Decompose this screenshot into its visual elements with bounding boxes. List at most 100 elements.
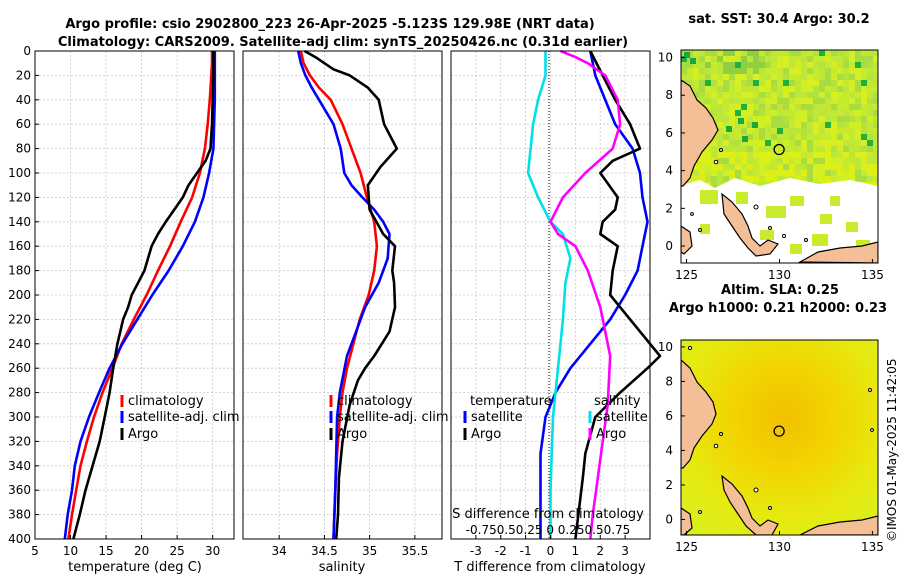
- sst-cell: [759, 104, 765, 110]
- sst-cell: [783, 122, 789, 128]
- sst-cell: [723, 68, 729, 74]
- sst-cell: [747, 62, 753, 68]
- sst-cell: [873, 116, 878, 122]
- sst-cell: [783, 50, 789, 56]
- sst-cell: [723, 158, 729, 164]
- sst-cell: [849, 134, 855, 140]
- difference-series-salinity-satellite: [526, 51, 572, 539]
- depth-tick-label: 80: [16, 142, 31, 156]
- sst-cell: [812, 234, 828, 246]
- sst-cell: [759, 92, 765, 98]
- sst-cell: [861, 92, 867, 98]
- depth-tick-label: 360: [8, 483, 31, 497]
- sst-cell: [735, 164, 741, 170]
- difference-legend-t-argo: Argo: [471, 427, 501, 442]
- depth-tick-label: 100: [8, 166, 31, 180]
- sst-cell: [777, 134, 783, 140]
- sst-cell: [777, 116, 783, 122]
- sst-cell: [831, 122, 837, 128]
- sst-cell: [759, 98, 765, 104]
- sst-cell: [729, 176, 735, 182]
- sst-cell: [801, 152, 807, 158]
- sst-cell: [711, 182, 717, 188]
- difference-panel: -3 -2 -1 0 1 2 3 T difference from climatology…: [450, 49, 662, 575]
- sst-cell: [771, 176, 777, 182]
- sst-cell: [873, 176, 878, 182]
- sst-map-panel: sat. SST: 30.4 Argo: 30.2: [658, 12, 884, 282]
- sst-cell: [801, 170, 807, 176]
- sst-map-title: sat. SST: 30.4 Argo: 30.2: [688, 12, 869, 27]
- sst-cell: [700, 224, 710, 234]
- salinity-series-satellite-adj-clim: [296, 50, 391, 540]
- sst-cell: [699, 176, 705, 182]
- sst-cell: [867, 92, 873, 98]
- sst-cell: [717, 86, 723, 92]
- sst-cell: [843, 74, 849, 80]
- sst-cell: [795, 140, 801, 146]
- sst-cell: [771, 86, 777, 92]
- sst-cell: [771, 152, 777, 158]
- sst-cell: [699, 68, 705, 74]
- sst-cell: [867, 68, 873, 74]
- sst-cell: [735, 86, 741, 92]
- sst-cell: [873, 86, 878, 92]
- depth-tick-label: 260: [8, 361, 31, 375]
- sst-cell: [843, 158, 849, 164]
- sst-cell: [843, 92, 849, 98]
- sst-cell: [700, 190, 718, 204]
- sst-cell: [765, 146, 771, 152]
- sst-cell: [742, 136, 748, 142]
- sst-cell: [729, 164, 735, 170]
- sst-argo-marker: [773, 143, 785, 156]
- sst-cell: [783, 140, 789, 146]
- sst-cell: [819, 116, 825, 122]
- temperature-legend-argo: Argo: [128, 427, 158, 442]
- sst-cell: [741, 158, 747, 164]
- sst-cell: [759, 80, 765, 86]
- sst-cell: [753, 128, 759, 134]
- sst-cell: [849, 164, 855, 170]
- sst-cell: [687, 80, 693, 86]
- sst-cell: [867, 170, 873, 176]
- sst-cell: [855, 116, 861, 122]
- sst-cell: [765, 104, 771, 110]
- sst-cell: [861, 152, 867, 158]
- sst-cell: [771, 170, 777, 176]
- sst-cell: [795, 92, 801, 98]
- sst-cell: [861, 80, 867, 86]
- sst-cell: [801, 68, 807, 74]
- temperature-series: [63, 51, 217, 540]
- sst-cell: [747, 74, 753, 80]
- sst-cell: [729, 122, 735, 128]
- sst-cell: [873, 152, 878, 158]
- sst-cell: [723, 62, 729, 68]
- sst-cell: [783, 98, 789, 104]
- sst-cell: [759, 122, 765, 128]
- sst-cell: [717, 128, 723, 134]
- sst-cell: [759, 56, 765, 62]
- difference-x-tick-label: -1: [520, 544, 532, 558]
- salinity-axes-box: [242, 50, 443, 540]
- sst-cell: [825, 74, 831, 80]
- sst-cell: [789, 116, 795, 122]
- sst-cell: [699, 50, 705, 56]
- sst-cell: [831, 158, 837, 164]
- sst-cell: [729, 92, 735, 98]
- sst-cell: [705, 158, 711, 164]
- sst-cell: [699, 170, 705, 176]
- sst-cell: [843, 56, 849, 62]
- sst-cell: [837, 116, 843, 122]
- depth-tick-label: 60: [16, 117, 31, 131]
- sst-cell: [837, 68, 843, 74]
- sst-cell: [795, 164, 801, 170]
- sst-cell: [801, 164, 807, 170]
- sst-cell: [837, 164, 843, 170]
- salinity-legend: climatology satellite-adj. clim Argo: [329, 394, 449, 442]
- sst-cell: [759, 170, 765, 176]
- sst-cell: [789, 134, 795, 140]
- sst-cell: [861, 134, 867, 140]
- sst-cell: [825, 170, 831, 176]
- sst-cell: [867, 110, 873, 116]
- sst-cell: [873, 104, 878, 110]
- sst-cell: [759, 182, 765, 188]
